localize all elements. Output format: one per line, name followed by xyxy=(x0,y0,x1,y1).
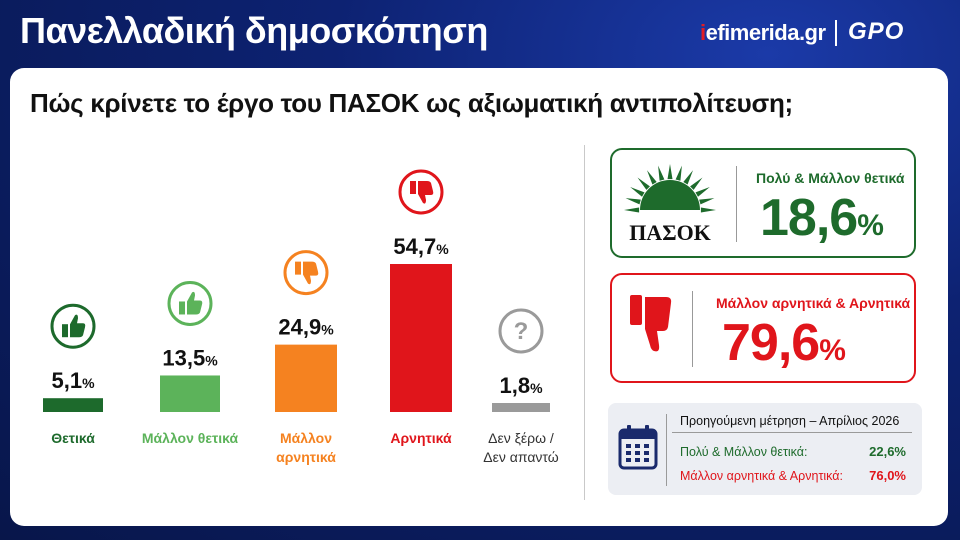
bar-value-label: 24,9% xyxy=(278,315,334,340)
question-title: Πώς κρίνετε το έργο του ΠΑΣΟΚ ως αξιωματ… xyxy=(30,88,793,118)
bar-chart: 5,1% Θετικά 13,5% Μάλλον θετικά 24,9% Μάλλον α… xyxy=(43,169,559,465)
previous-panel-divider xyxy=(666,414,667,486)
previous-negative-value: 76,0% xyxy=(869,468,906,483)
brand-gpo-logo: GPO xyxy=(848,18,905,45)
positive-value-number: 18,6 xyxy=(760,189,858,247)
category-label: Μάλλον xyxy=(280,430,332,446)
pasok-logo-ray xyxy=(690,177,703,190)
bar-value-label: 54,7% xyxy=(393,234,449,259)
positive-label: Πολύ & Μάλλον θετικά xyxy=(756,170,905,186)
negative-box-divider xyxy=(692,291,693,367)
bar xyxy=(390,264,452,412)
category-label: Αρνητικά xyxy=(390,430,452,446)
previous-measurement-panel xyxy=(608,403,922,495)
pasok-logo-ray xyxy=(700,207,716,213)
pasok-logo-ray xyxy=(675,165,682,181)
calendar-icon xyxy=(618,425,658,470)
question-icon-circle xyxy=(498,308,544,354)
pasok-logo-ray xyxy=(630,187,645,197)
thumbs-down-icon xyxy=(295,261,319,285)
pasok-logo-ray xyxy=(624,207,640,213)
pasok-logo-ray xyxy=(625,198,641,205)
pasok-logo-ray xyxy=(695,187,710,197)
negative-label: Μάλλον αρνητικά & Αρνητικά xyxy=(716,295,911,311)
negative-value-unit: % xyxy=(819,334,846,367)
section-divider xyxy=(584,145,585,500)
category-label: αρνητικά xyxy=(276,449,336,465)
brand-site-name: efimerida.gr xyxy=(705,20,826,45)
negative-value-number: 79,6 xyxy=(722,314,820,372)
thumbs-up-icon xyxy=(62,314,86,338)
pasok-logo-ray xyxy=(699,198,715,205)
positive-value: 18,6% xyxy=(760,188,884,248)
previous-title-underline xyxy=(672,432,912,433)
previous-measurement-title: Προηγούμενη μέτρηση – Απρίλιος 2026 xyxy=(680,414,900,428)
positive-box-divider xyxy=(736,166,737,242)
category-label: Μάλλον θετικά xyxy=(142,430,239,446)
pasok-logo-ray xyxy=(683,170,693,185)
bar-value-label: 1,8% xyxy=(499,373,543,398)
bar xyxy=(275,344,337,412)
positive-value-unit: % xyxy=(857,209,884,242)
brand-efimerida-logo: iefimerida.gr xyxy=(700,20,826,46)
previous-positive-value: 22,6% xyxy=(869,444,906,459)
previous-positive-label: Πολύ & Μάλλον θετικά: xyxy=(680,445,808,459)
brand-divider xyxy=(835,20,837,46)
thumbs-down-icon xyxy=(630,295,672,352)
negative-value: 79,6% xyxy=(722,313,846,373)
category-label: Θετικά xyxy=(51,430,95,446)
bar-value-label: 13,5% xyxy=(162,345,218,370)
bar xyxy=(492,403,550,412)
bar-value-label: 5,1% xyxy=(51,368,95,393)
pasok-logo-ray xyxy=(647,170,657,185)
page-title: Πανελλαδική δημοσκόπηση xyxy=(20,10,488,51)
bar xyxy=(43,398,103,412)
pasok-logo-ray xyxy=(667,164,673,180)
bar xyxy=(160,375,220,412)
pasok-logo-ray xyxy=(637,177,650,190)
pasok-logo-ray xyxy=(658,165,665,181)
brand-site-prefix: i xyxy=(700,20,706,45)
question-icon: ? xyxy=(514,318,529,345)
previous-negative-label: Μάλλον αρνητικά & Αρνητικά: xyxy=(680,469,843,483)
thumbs-up-icon xyxy=(179,291,203,315)
pasok-logo: ΠΑΣΟΚ xyxy=(624,164,716,245)
category-label: Δεν ξέρω / xyxy=(488,430,554,446)
thumbs-down-icon xyxy=(410,181,434,204)
pasok-logo-text: ΠΑΣΟΚ xyxy=(629,220,711,245)
category-label: Δεν απαντώ xyxy=(483,449,558,465)
